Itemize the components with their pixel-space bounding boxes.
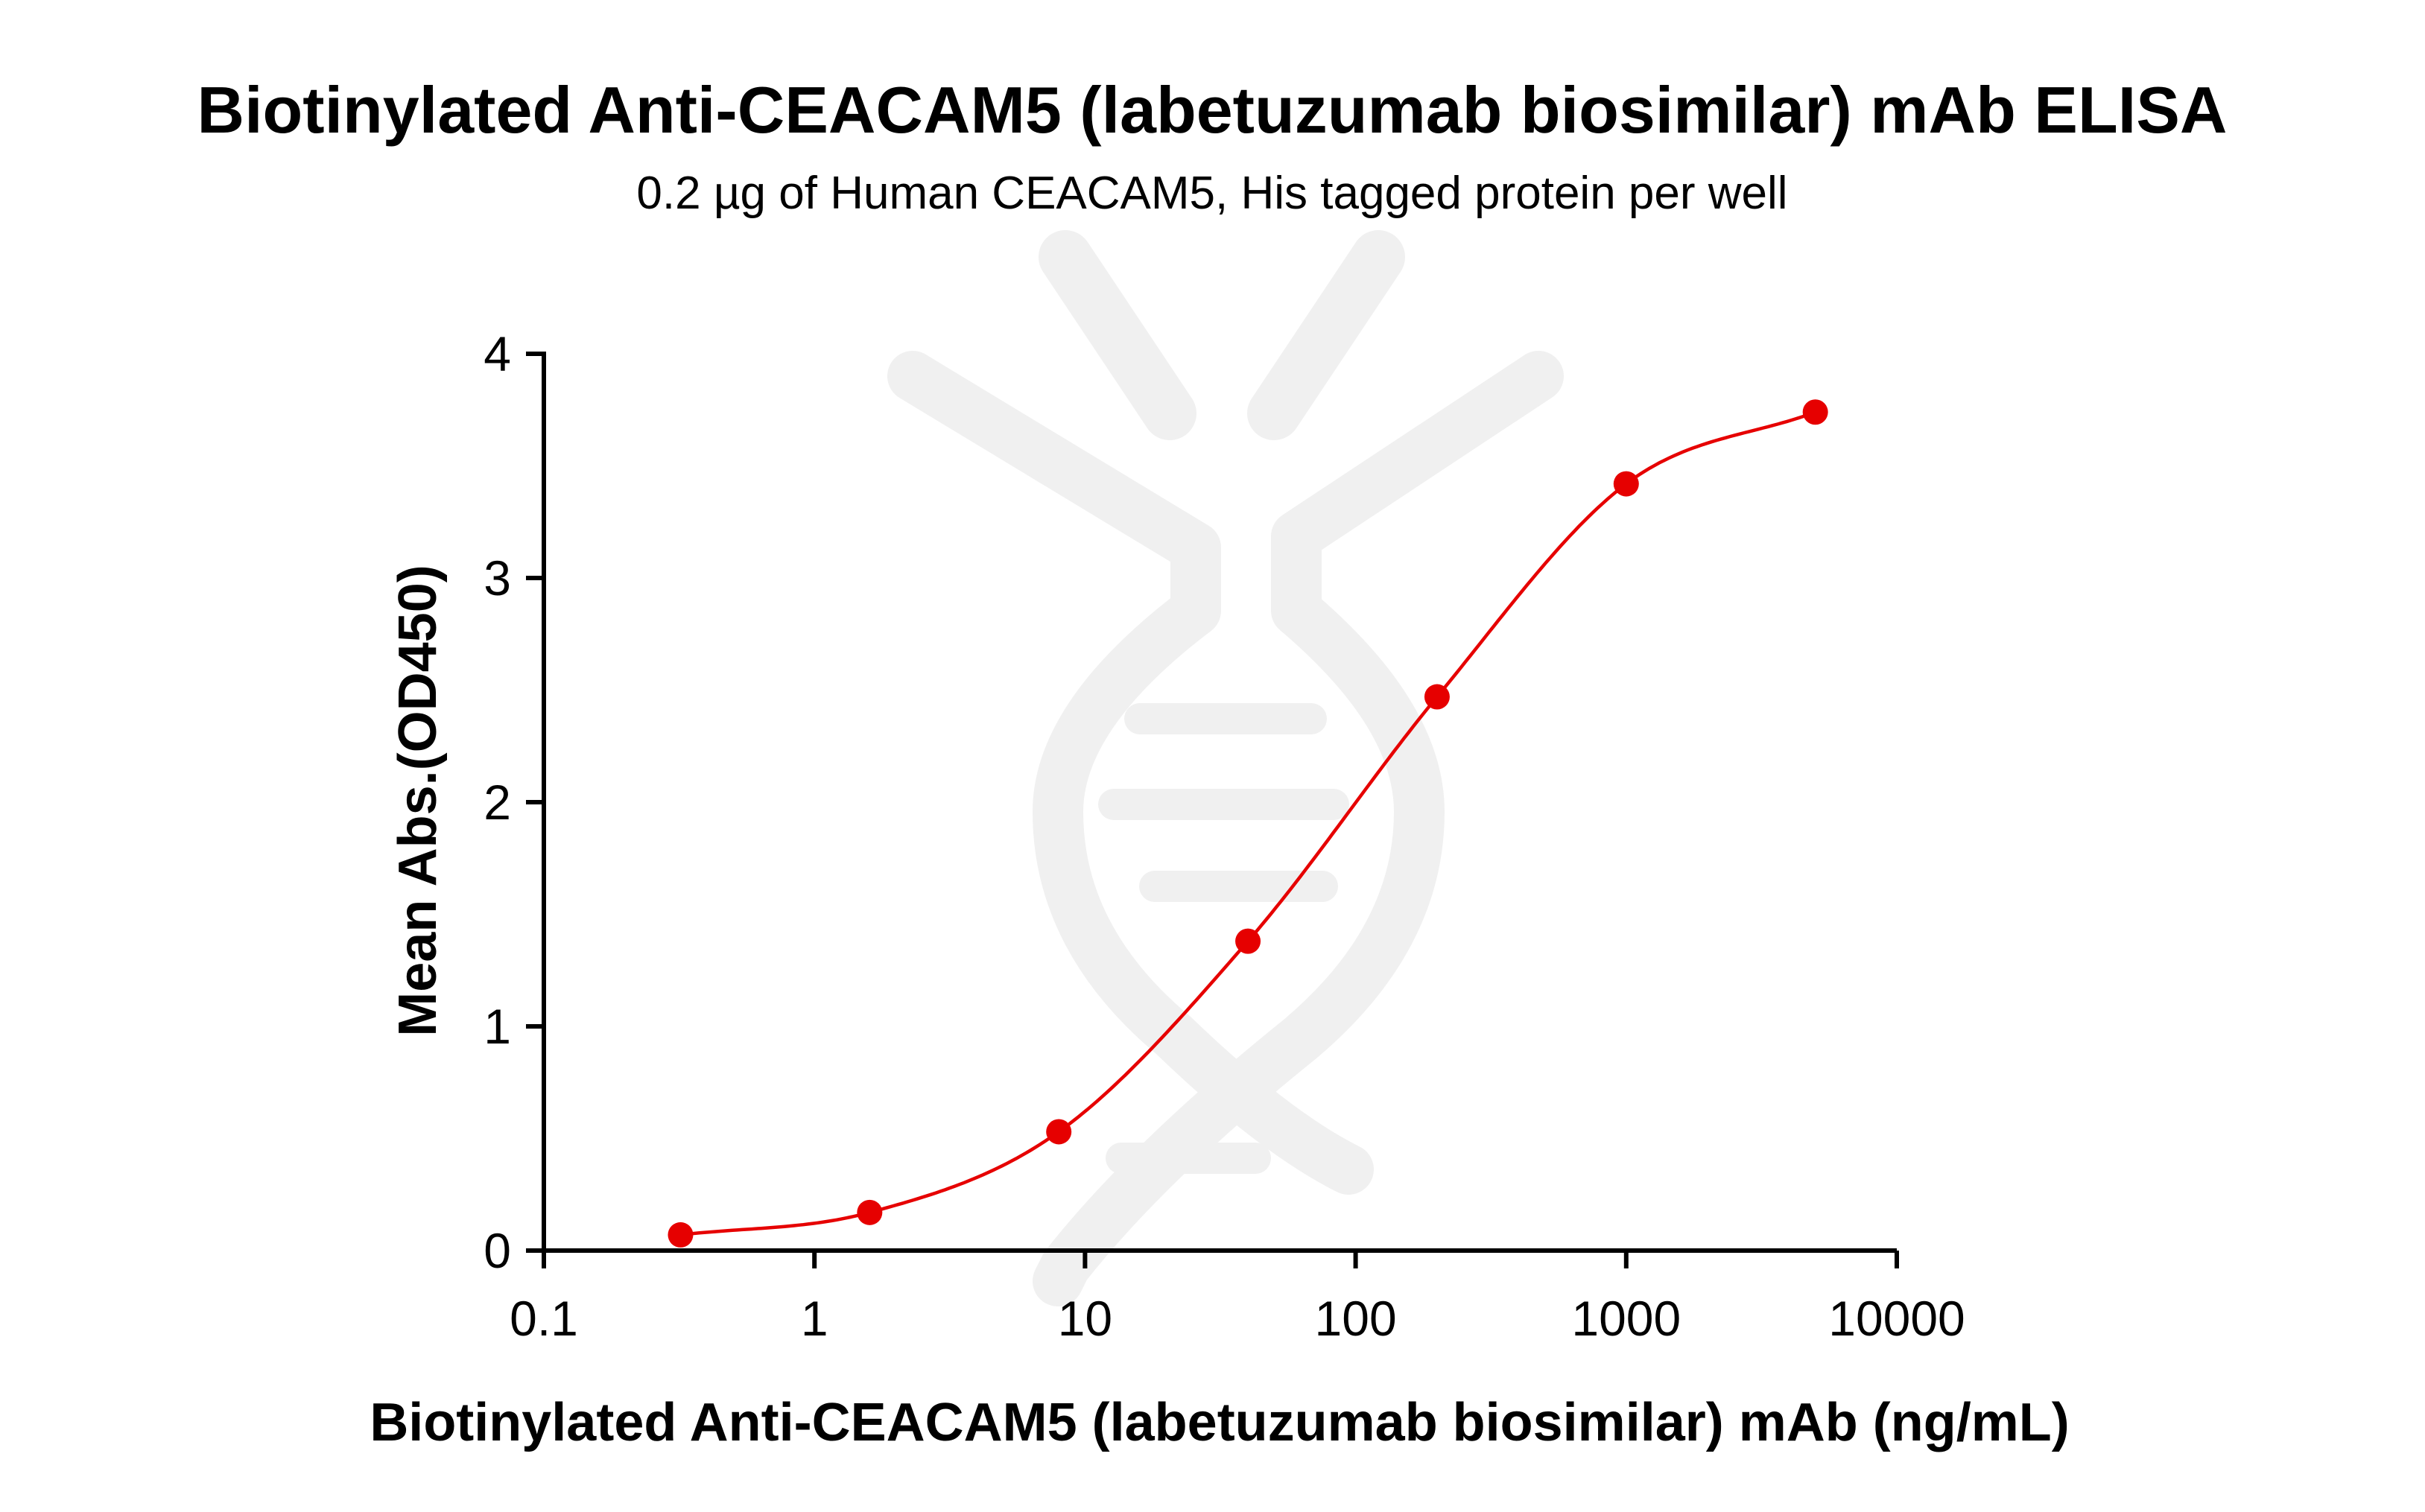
data-point: [1046, 1119, 1072, 1145]
data-point: [1613, 471, 1639, 497]
y-tick-label: 2: [484, 775, 511, 830]
chart-subtitle: 0.2 µg of Human CEACAM5, His tagged prot…: [636, 168, 1787, 219]
data-points: [668, 399, 1828, 1248]
x-tick-label: 0.1: [510, 1291, 578, 1346]
antibody-logo-watermark: [887, 230, 1564, 1306]
y-tick-label: 4: [484, 326, 511, 381]
data-point: [857, 1199, 883, 1225]
x-axis-ticks: 0.1 1 10 100 1000 10000: [510, 1251, 1965, 1346]
y-tick-label: 0: [484, 1223, 511, 1278]
x-tick-label: 1: [801, 1291, 828, 1346]
x-tick-label: 1000: [1571, 1291, 1681, 1346]
y-axis-title: Mean Abs.(OD450): [388, 565, 448, 1036]
y-tick-label: 3: [484, 550, 511, 606]
data-point: [1424, 684, 1450, 710]
x-tick-label: 10000: [1828, 1291, 1965, 1346]
data-point: [668, 1222, 694, 1248]
data-point: [1802, 399, 1828, 425]
data-point: [1235, 928, 1261, 954]
x-tick-label: 10: [1058, 1291, 1112, 1346]
x-axis-title: Biotinylated Anti-CEACAM5 (labetuzumab b…: [370, 1393, 2069, 1452]
y-axis-ticks: 0 1 2 3 4: [484, 326, 544, 1278]
y-tick-label: 1: [484, 999, 511, 1054]
x-tick-label: 100: [1315, 1291, 1397, 1346]
chart-title: Biotinylated Anti-CEACAM5 (labetuzumab b…: [197, 73, 2228, 147]
